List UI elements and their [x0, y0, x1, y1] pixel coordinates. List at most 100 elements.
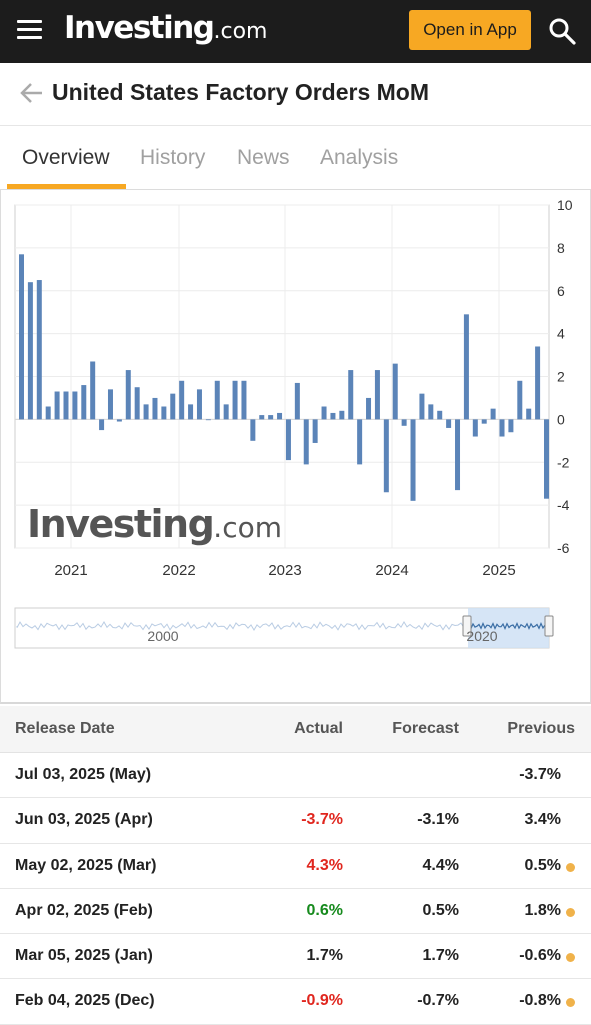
- bar: [27, 282, 33, 420]
- bar: [241, 380, 247, 420]
- bar: [152, 397, 158, 420]
- bar: [170, 393, 176, 420]
- watermark-logo: Investing.com: [27, 502, 282, 546]
- x-tick-label: 2023: [268, 562, 301, 579]
- bar: [125, 370, 131, 420]
- header-previous[interactable]: Previous: [507, 720, 575, 737]
- navigator-label: 2020: [466, 628, 497, 644]
- bar: [196, 389, 202, 420]
- table-header: Release Date Actual Forecast Previous: [0, 706, 591, 753]
- bar: [268, 415, 274, 420]
- bar: [330, 412, 336, 420]
- bar: [517, 380, 523, 420]
- title-bar: United States Factory Orders MoM: [0, 63, 591, 126]
- x-tick-label: 2025: [482, 562, 515, 579]
- bar: [348, 370, 354, 420]
- bar: [36, 280, 42, 420]
- active-tab-indicator: [7, 184, 126, 189]
- previous-cell: -0.8%: [519, 992, 561, 1010]
- previous-cell: -0.6%: [519, 947, 561, 965]
- release-date-cell: Apr 02, 2025 (Feb): [15, 901, 153, 919]
- bar: [544, 419, 549, 499]
- bar: [277, 412, 283, 420]
- bar: [72, 391, 78, 420]
- y-tick-label: -6: [557, 540, 570, 556]
- bar: [285, 419, 291, 461]
- x-tick-label: 2022: [162, 562, 195, 579]
- bar: [63, 391, 69, 420]
- bar: [374, 370, 380, 420]
- bar: [463, 314, 469, 420]
- header-actual[interactable]: Actual: [294, 720, 343, 737]
- navigator-selected-series: [468, 621, 548, 631]
- bar: [232, 380, 238, 420]
- table-row[interactable]: Feb 04, 2025 (Dec) -0.9% -0.7% -0.8%: [0, 979, 591, 1025]
- bar: [161, 406, 167, 420]
- tab-news[interactable]: News: [237, 146, 290, 169]
- factory-orders-chart[interactable]: 10 8 6 4 2 0 -2 -4 -6 2021 2022 2023 2024 2025 Investi…: [1, 190, 591, 704]
- release-date-cell: Jun 03, 2025 (Apr): [15, 811, 153, 829]
- menu-icon[interactable]: [17, 20, 42, 40]
- header-forecast[interactable]: Forecast: [392, 720, 459, 737]
- bar: [535, 346, 541, 420]
- previous-cell: -3.7%: [519, 766, 561, 783]
- actual-cell: 1.7%: [306, 947, 343, 965]
- forecast-cell: -3.1%: [417, 811, 459, 829]
- release-date-cell: May 02, 2025 (Mar): [15, 856, 157, 874]
- release-date-cell: Feb 04, 2025 (Dec): [15, 992, 155, 1010]
- back-arrow-icon[interactable]: [18, 79, 46, 107]
- forecast-cell: 1.7%: [422, 947, 459, 965]
- y-tick-label: 4: [557, 326, 565, 342]
- logo-main: Investing: [64, 10, 215, 46]
- bar: [383, 419, 389, 493]
- tab-bar: Overview History News Analysis: [0, 126, 591, 190]
- previous-cell: 1.8%: [524, 901, 561, 919]
- navigator-series: [16, 621, 468, 631]
- bar: [312, 419, 318, 443]
- bar: [99, 419, 105, 431]
- table-row[interactable]: Mar 05, 2025 (Jan) 1.7% 1.7% -0.6%: [0, 934, 591, 980]
- bar: [294, 382, 300, 420]
- tab-overview[interactable]: Overview: [22, 146, 110, 169]
- logo-suffix: .com: [213, 19, 268, 44]
- previous-cell: 3.4%: [524, 811, 561, 829]
- actual-cell: 4.3%: [306, 856, 343, 874]
- bar: [107, 389, 113, 420]
- bar: [134, 387, 140, 420]
- bar: [428, 404, 434, 420]
- search-icon[interactable]: [547, 16, 577, 46]
- table-row[interactable]: Jul 03, 2025 (May) -3.7%: [0, 753, 591, 799]
- bar: [250, 419, 256, 441]
- navigator-handle: [544, 615, 554, 637]
- bar: [179, 380, 185, 420]
- forecast-cell: 0.5%: [422, 901, 459, 919]
- actual-cell: -0.9%: [301, 992, 343, 1010]
- y-tick-label: 2: [557, 369, 565, 385]
- table-row[interactable]: Apr 02, 2025 (Feb) 0.6% 0.5% 1.8%: [0, 889, 591, 935]
- bar: [188, 404, 194, 420]
- table-row[interactable]: Jun 03, 2025 (Apr) -3.7% -3.1% 3.4%: [0, 798, 591, 844]
- tab-history[interactable]: History: [140, 146, 206, 169]
- release-date-cell: Jul 03, 2025 (May): [15, 766, 152, 783]
- y-tick-label: 6: [557, 283, 565, 299]
- bar: [490, 408, 496, 420]
- table-row[interactable]: May 02, 2025 (Mar) 4.3% 4.4% 0.5%: [0, 844, 591, 889]
- forecast-cell: 4.4%: [422, 856, 459, 874]
- bar: [45, 406, 51, 420]
- revision-dot-icon: [566, 998, 575, 1008]
- bar: [508, 419, 514, 433]
- open-in-app-button[interactable]: Open in App: [409, 10, 531, 50]
- bar: [357, 419, 363, 465]
- bar: [90, 361, 96, 420]
- bar: [392, 363, 398, 420]
- navigator-handle: [462, 615, 472, 637]
- chart-panel: 10 8 6 4 2 0 -2 -4 -6 2021 2022 2023 2024 2025 Investi…: [0, 190, 591, 704]
- revision-dot-icon: [566, 953, 575, 963]
- navigator-label: 2000: [147, 628, 178, 644]
- site-logo[interactable]: Investing.com: [64, 10, 267, 46]
- bar: [437, 410, 443, 420]
- header-release-date[interactable]: Release Date: [15, 720, 115, 737]
- bar: [446, 419, 452, 428]
- actual-cell: -3.7%: [301, 811, 343, 829]
- tab-analysis[interactable]: Analysis: [320, 146, 399, 169]
